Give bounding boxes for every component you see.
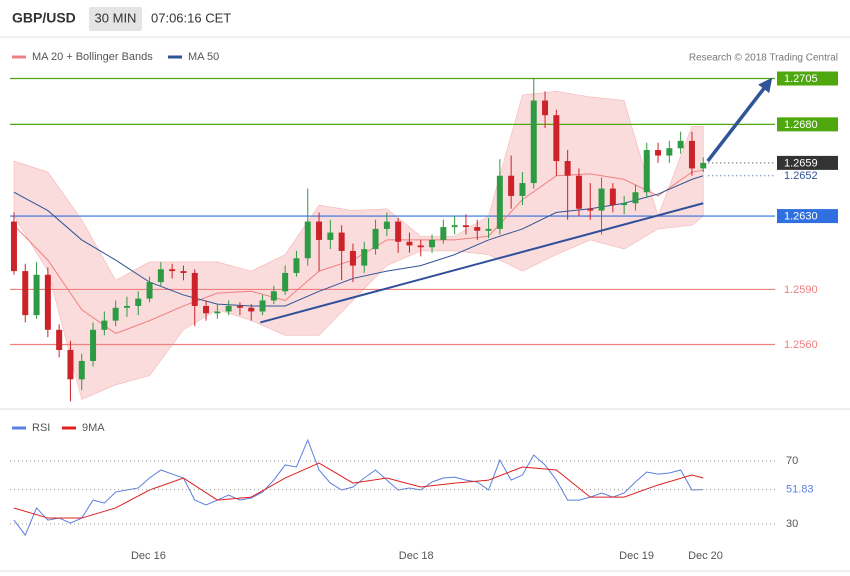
x-tick-label: Dec 16 bbox=[131, 550, 166, 562]
candle-body bbox=[462, 225, 469, 228]
candle-body bbox=[191, 272, 198, 306]
candle-body bbox=[451, 225, 458, 228]
candle-body bbox=[553, 115, 560, 162]
candle-body bbox=[293, 258, 300, 273]
time: 07:06:16 CET bbox=[151, 10, 231, 25]
candle-body bbox=[383, 221, 390, 229]
candle-body bbox=[575, 175, 582, 209]
y-tick-label: 70 bbox=[786, 455, 798, 467]
candle-body bbox=[203, 305, 210, 314]
candle-body bbox=[666, 148, 673, 156]
x-tick-label: Dec 19 bbox=[619, 550, 654, 562]
candle-body bbox=[474, 227, 481, 231]
candle-body bbox=[327, 232, 334, 240]
candle-body bbox=[429, 239, 436, 248]
candle-body bbox=[655, 150, 662, 156]
candle-body bbox=[700, 162, 707, 169]
candle-body bbox=[643, 150, 650, 193]
candle-body bbox=[564, 161, 571, 176]
candle-body bbox=[101, 320, 108, 330]
credit: Research © 2018 Trading Central bbox=[689, 53, 838, 64]
candle-body bbox=[316, 221, 323, 240]
ma-line bbox=[13, 175, 704, 307]
interval-box[interactable] bbox=[89, 7, 142, 31]
candle-body bbox=[146, 282, 153, 299]
candle-body bbox=[304, 221, 311, 259]
legend-label: RSI bbox=[32, 422, 50, 434]
candle-body bbox=[508, 175, 515, 196]
candle-body bbox=[56, 329, 63, 350]
candle-body bbox=[530, 100, 537, 184]
candle-body bbox=[632, 192, 639, 204]
y-tick-label: 30 bbox=[786, 518, 798, 530]
candle-body bbox=[519, 183, 526, 196]
candle-body bbox=[417, 245, 424, 248]
candle-body bbox=[406, 241, 413, 246]
candle-body bbox=[598, 188, 605, 211]
x-tick-label: Dec 18 bbox=[399, 550, 434, 562]
legend-label: MA 20 + Bollinger Bands bbox=[32, 51, 153, 63]
candle-body bbox=[169, 269, 176, 272]
level-label: 1.2652 bbox=[784, 170, 818, 182]
level-label-box bbox=[777, 209, 838, 224]
level-label-box bbox=[777, 155, 838, 170]
candle-body bbox=[259, 300, 266, 312]
candle-body bbox=[22, 271, 29, 316]
candle-body bbox=[677, 140, 684, 149]
forecast-arrow bbox=[706, 77, 773, 163]
candle-body bbox=[123, 305, 130, 308]
trendline bbox=[260, 202, 704, 324]
level-label: 1.2560 bbox=[784, 339, 818, 351]
candle-body bbox=[67, 349, 74, 380]
candle-body bbox=[395, 221, 402, 242]
level-label: 1.2590 bbox=[784, 284, 818, 296]
candle-body bbox=[225, 305, 232, 312]
candle-body bbox=[90, 329, 97, 361]
candle-body bbox=[180, 271, 187, 273]
candle-body bbox=[248, 307, 255, 312]
candle-body bbox=[440, 227, 447, 240]
level-label-box bbox=[777, 71, 838, 86]
candle-body bbox=[112, 307, 119, 321]
candle-body bbox=[33, 274, 40, 316]
candle-body bbox=[135, 298, 142, 306]
x-tick-label: Dec 20 bbox=[688, 550, 723, 562]
rsi-line bbox=[13, 462, 704, 519]
level-label: 1.2659 bbox=[784, 157, 818, 169]
candle-body bbox=[621, 203, 628, 206]
level-label-box bbox=[777, 117, 838, 132]
interval[interactable]: 30 MIN bbox=[95, 10, 137, 25]
candle-body bbox=[542, 100, 549, 116]
candle-body bbox=[236, 305, 243, 308]
ma-line bbox=[13, 169, 704, 335]
level-label: 1.2680 bbox=[784, 119, 818, 131]
candle-body bbox=[78, 360, 85, 380]
candle-body bbox=[214, 311, 221, 314]
candle-body bbox=[609, 188, 616, 206]
candle-body bbox=[282, 272, 289, 292]
candle-body bbox=[349, 250, 356, 266]
candle-body bbox=[485, 228, 492, 231]
candle-body bbox=[372, 228, 379, 250]
last-value-label: 51.83 bbox=[786, 484, 814, 496]
candle-body bbox=[688, 140, 695, 169]
level-label: 1.2630 bbox=[784, 210, 818, 222]
legend-label: MA 50 bbox=[188, 51, 219, 63]
candle-body bbox=[10, 221, 17, 272]
candle-body bbox=[44, 274, 51, 330]
level-label: 1.2705 bbox=[784, 73, 818, 85]
candle-body bbox=[587, 208, 594, 211]
candle-body bbox=[157, 269, 164, 283]
candle-body bbox=[270, 291, 277, 301]
legend-label: 9MA bbox=[82, 422, 105, 434]
candle-body bbox=[361, 249, 368, 266]
symbol: GBP/USD bbox=[12, 10, 76, 26]
candle-body bbox=[338, 232, 345, 251]
candle-body bbox=[496, 175, 503, 229]
